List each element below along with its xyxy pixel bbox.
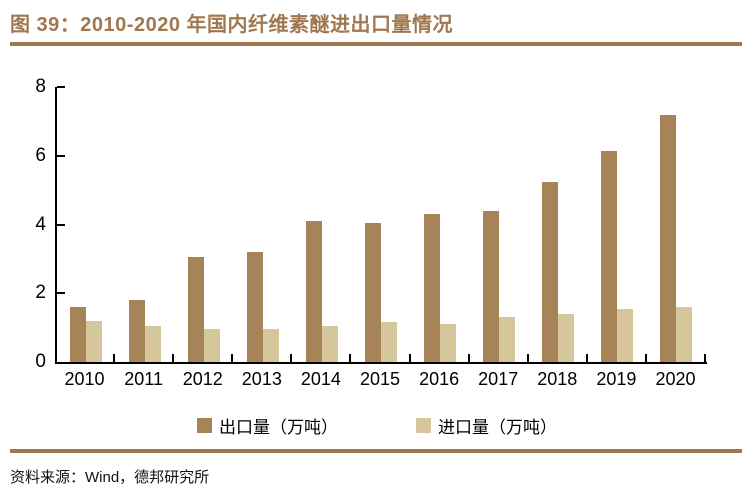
export-bar-2018 (541, 181, 558, 362)
x-tick-mark (644, 354, 647, 362)
import-bar-2012 (204, 329, 221, 362)
legend-swatch-icon (197, 417, 212, 433)
export-bar-2011 (129, 300, 146, 362)
legend-label: 出口量（万吨） (219, 417, 338, 437)
import-bar-2020 (675, 307, 692, 362)
x-axis-label-2019: 2019 (596, 369, 637, 389)
x-axis-label-2012: 2012 (182, 369, 223, 389)
y-tick-label: 4 (35, 213, 46, 235)
x-axis-label-2016: 2016 (419, 369, 460, 389)
legend-swatch-icon (416, 417, 431, 433)
import-bar-2013 (263, 329, 280, 362)
export-bar-2017 (482, 210, 499, 362)
x-axis-label-2011: 2011 (124, 369, 163, 389)
x-axis-label-2015: 2015 (359, 369, 401, 389)
x-axis-label-2018: 2018 (537, 369, 578, 389)
export-bar-2019 (600, 150, 617, 362)
y-tick-mark (57, 86, 65, 88)
legend-item-export: 出口量（万吨） (197, 413, 338, 438)
x-axis-label-2017: 2017 (478, 369, 519, 389)
x-tick-mark (585, 354, 588, 362)
x-tick-mark (172, 354, 175, 362)
import-bar-2016 (439, 324, 456, 362)
bar-group-2014 (293, 221, 352, 362)
import-bar-2019 (616, 308, 633, 362)
y-tick-label: 2 (35, 282, 46, 304)
y-tick-label: 6 (35, 144, 46, 166)
legend-item-import: 进口量（万吨） (416, 413, 557, 438)
title-divider-line (10, 42, 742, 46)
import-bar-2014 (322, 325, 339, 362)
export-bar-2014 (306, 221, 323, 362)
x-tick-mark (408, 354, 411, 362)
export-bar-2015 (364, 222, 381, 362)
bar-group-2015 (352, 222, 411, 362)
y-tick-mark (57, 154, 65, 157)
bar-group-2012 (175, 257, 234, 362)
export-bar-2012 (188, 257, 205, 362)
x-tick-mark (467, 354, 470, 362)
bar-group-2019 (587, 150, 646, 362)
x-axis-label-2020: 2020 (655, 369, 696, 389)
export-bar-2020 (659, 114, 676, 362)
x-tick-mark (704, 354, 706, 362)
bar-group-2020 (646, 114, 705, 362)
x-tick-mark (526, 354, 529, 362)
x-axis-label-2010: 2010 (64, 369, 105, 389)
y-tick-mark (57, 292, 65, 295)
export-bar-2016 (423, 214, 440, 362)
bar-group-2010 (57, 307, 116, 362)
bar-group-2017 (469, 210, 528, 362)
plot-area (55, 87, 707, 364)
y-tick-label: 0 (35, 351, 46, 372)
chart-title: 图 39：2010-2020 年国内纤维素醚进出口量情况 (10, 14, 454, 36)
import-bar-2017 (498, 317, 515, 362)
y-tick-label: 8 (35, 76, 46, 97)
x-axis-label-2013: 2013 (241, 369, 282, 389)
x-axis-labels: 2010 2011 2012 2013 2014 2015 2016 2017 2018 2019… (55, 369, 705, 390)
export-bar-2013 (247, 252, 264, 362)
export-bar-2010 (70, 307, 87, 362)
bar-group-2011 (116, 300, 175, 362)
import-bar-2015 (380, 322, 397, 362)
bar-group-2016 (410, 214, 469, 362)
data-source-note: 资料来源：Wind，德邦研究所 (10, 469, 210, 486)
x-axis-label-2014: 2014 (300, 369, 341, 389)
x-tick-mark (113, 354, 116, 362)
footer-divider-line (10, 449, 742, 453)
legend-label: 进口量（万吨） (438, 417, 557, 437)
x-tick-mark (349, 354, 352, 362)
bar-group-2018 (528, 181, 587, 362)
x-tick-mark (290, 354, 293, 362)
bar-group-2013 (234, 252, 293, 362)
bar-series-container (57, 87, 705, 362)
y-tick-mark (57, 223, 65, 226)
import-bar-2010 (86, 320, 103, 362)
chart-legend: 出口量（万吨） 进口量（万吨） (0, 412, 754, 438)
x-tick-mark (231, 354, 234, 362)
import-bar-2011 (145, 325, 162, 362)
import-bar-2018 (557, 313, 574, 362)
